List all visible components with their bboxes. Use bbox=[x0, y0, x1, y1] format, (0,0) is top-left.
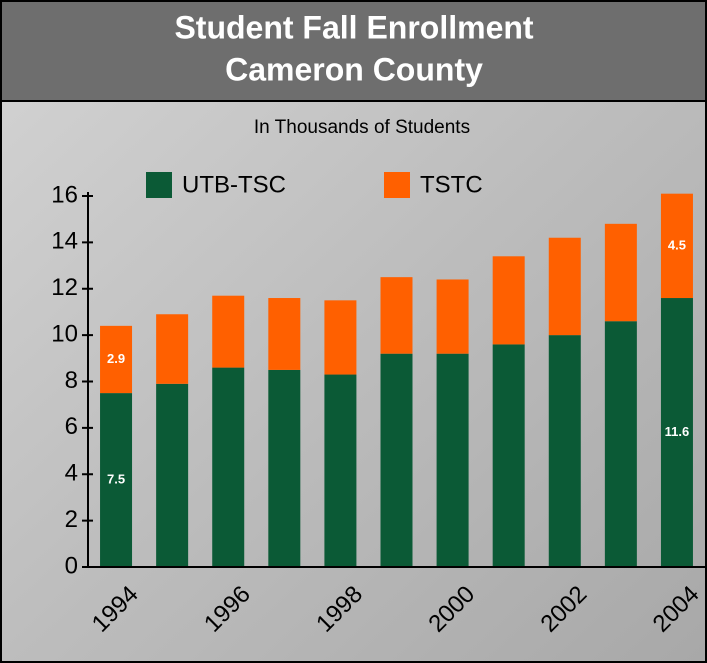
chart-subtitle: Cameron County bbox=[225, 51, 483, 87]
bar-segment bbox=[436, 279, 469, 354]
y-tick-label: 16 bbox=[51, 181, 78, 208]
bar-segment bbox=[604, 321, 637, 567]
bar-segment bbox=[604, 223, 637, 322]
data-label: 4.5 bbox=[668, 237, 686, 252]
bar-segment bbox=[268, 369, 301, 567]
bar-segment bbox=[548, 335, 581, 567]
y-tick-label: 12 bbox=[51, 274, 78, 301]
chart-title: Student Fall Enrollment bbox=[174, 9, 533, 45]
bar-segment bbox=[660, 298, 693, 567]
bar-segment bbox=[492, 256, 525, 345]
bar-segment bbox=[100, 393, 133, 567]
bar-segment bbox=[324, 374, 357, 567]
bar-segment bbox=[380, 277, 413, 354]
bar-segment bbox=[548, 237, 581, 336]
legend-label: TSTC bbox=[420, 171, 483, 198]
bar-segment bbox=[436, 353, 469, 567]
bar-segment bbox=[660, 193, 693, 299]
y-tick-label: 10 bbox=[51, 320, 78, 347]
bar-segment bbox=[380, 353, 413, 567]
bar-segment bbox=[156, 383, 189, 567]
y-tick-label: 0 bbox=[65, 552, 78, 579]
legend-label: UTB-TSC bbox=[182, 171, 286, 198]
y-tick-label: 2 bbox=[65, 506, 78, 533]
bar-segment bbox=[268, 298, 301, 370]
bar-segment bbox=[212, 367, 245, 567]
y-tick-label: 6 bbox=[65, 413, 78, 440]
title-banner bbox=[0, 0, 707, 102]
y-tick-label: 4 bbox=[65, 460, 78, 487]
bar-segment bbox=[492, 344, 525, 567]
y-tick-label: 8 bbox=[65, 367, 78, 394]
bar-segment bbox=[156, 314, 189, 384]
axis-label: In Thousands of Students bbox=[254, 117, 470, 138]
bar-segment bbox=[100, 325, 133, 394]
legend-swatch bbox=[384, 172, 410, 198]
legend-swatch bbox=[146, 172, 172, 198]
data-label: 2.9 bbox=[107, 351, 125, 366]
y-tick-label: 14 bbox=[51, 228, 78, 255]
data-label: 7.5 bbox=[107, 471, 125, 486]
data-label: 11.6 bbox=[665, 424, 690, 439]
bar-segment bbox=[212, 295, 245, 368]
bar-segment bbox=[324, 300, 357, 375]
